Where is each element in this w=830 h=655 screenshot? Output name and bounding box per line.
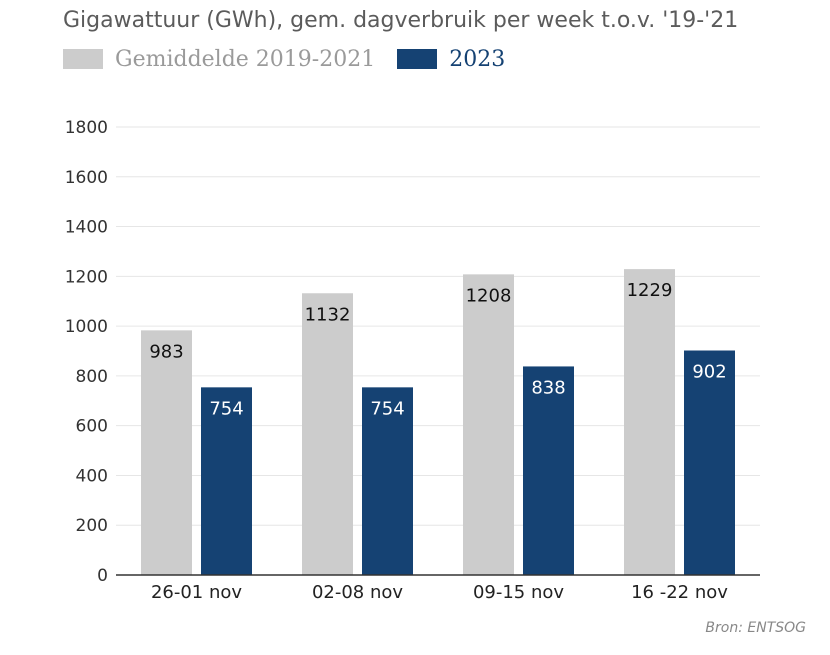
data-label: 902 [692,362,726,383]
x-tick-label: 26-01 nov [151,582,242,603]
legend-label-2023: 2023 [449,46,506,72]
data-label: 983 [149,341,183,362]
legend-swatch-2023 [397,49,438,69]
x-axis-ticks: 26-01 nov 02-08 nov 09-15 nov 16 -22 nov [151,582,728,603]
y-tick-label: 1600 [65,168,108,188]
data-label: 754 [370,398,404,419]
data-label: 1132 [305,304,351,325]
x-tick-label: 16 -22 nov [631,582,728,603]
y-tick-label: 600 [76,417,108,437]
data-label: 1229 [627,280,673,301]
legend-item-average: Gemiddelde 2019-2021 [63,47,375,72]
data-label: 1208 [466,285,512,306]
data-label: 838 [531,377,565,398]
y-tick-label: 200 [76,516,108,536]
legend-swatch-average [63,49,103,69]
y-tick-label: 1000 [65,317,108,337]
legend-label-average: Gemiddelde 2019-2021 [115,46,376,72]
x-tick-label: 02-08 nov [312,582,403,603]
data-label: 754 [209,398,243,419]
y-tick-label: 1200 [65,267,108,287]
y-tick-label: 0 [97,566,108,586]
bar-2023 [201,387,252,575]
y-tick-label: 1800 [65,118,108,138]
legend: Gemiddelde 2019-2021 2023 [63,44,527,74]
bar-average [463,274,514,575]
bar-average [624,269,675,575]
y-tick-label: 800 [76,367,108,387]
legend-item-2023: 2023 [397,47,505,72]
bar-2023 [523,366,574,575]
bar-average [141,330,192,575]
bars [141,269,735,575]
y-axis-ticks: 0 200 400 600 800 1000 1200 1400 1600 1800 [65,118,108,586]
data-labels: 983 754 1132 754 1208 838 1229 902 [149,280,726,419]
source-note: Bron: ENTSOG [705,620,806,636]
x-tick-label: 09-15 nov [473,582,564,603]
bar-2023 [362,387,413,575]
y-tick-label: 400 [76,466,108,486]
chart-title: Gigawattuur (GWh), gem. dagverbruik per … [63,8,739,33]
y-tick-label: 1400 [65,218,108,238]
bar-average [302,293,353,575]
bar-2023 [684,350,735,575]
